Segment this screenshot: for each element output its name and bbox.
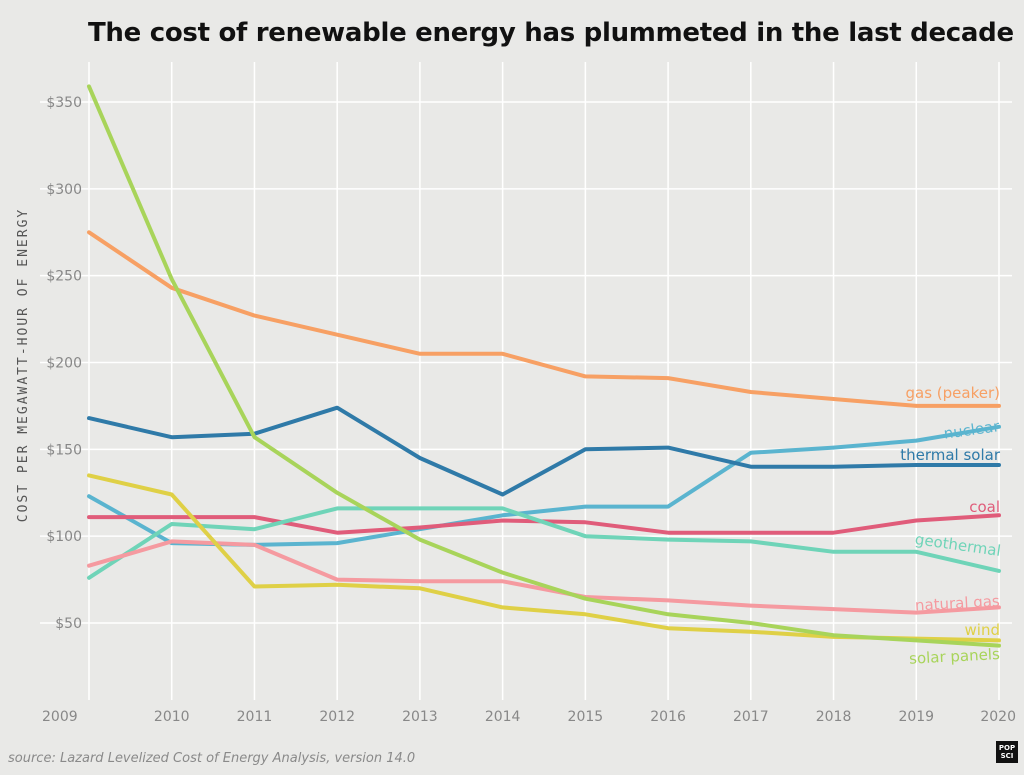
- x-axis-ticks: 2009 2010 2011 2012 2013 2014 2015 2016 2017 2018…: [42, 709, 1016, 725]
- logo-line-1: POP: [998, 744, 1016, 752]
- x-tick-label: 2010: [154, 709, 190, 725]
- x-tick-label: 2012: [319, 709, 355, 725]
- x-tick-label: 2011: [237, 709, 273, 725]
- series-label-thermal-solar: thermal solar: [900, 446, 1001, 464]
- y-tick-label: $50: [55, 616, 82, 632]
- series-line-solar-panels: [87, 84, 1001, 648]
- x-tick-label: 2014: [485, 709, 521, 725]
- series-line-wind: [87, 473, 1001, 643]
- series-lines: [87, 84, 1001, 648]
- y-tick-label: $350: [46, 95, 82, 111]
- y-tick-label: $150: [46, 442, 82, 458]
- series-label-coal: coal: [969, 498, 1000, 516]
- y-tick-label: $100: [46, 529, 82, 545]
- series-line-gas-peaker: [87, 230, 1001, 408]
- x-tick-label: 2019: [898, 709, 934, 725]
- x-tick-label: 2020: [980, 709, 1016, 725]
- x-tick-label: 2016: [650, 709, 686, 725]
- series-line-thermal-solar: [87, 405, 1001, 497]
- x-tick-label: 2017: [733, 709, 769, 725]
- gridlines: [40, 62, 1012, 700]
- x-tick-label: 2015: [568, 709, 604, 725]
- x-tick-label: 2013: [402, 709, 438, 725]
- y-axis-ticks: $50 $100 $150 $200 $250 $300 $350: [46, 95, 82, 632]
- y-tick-label: $250: [46, 269, 82, 285]
- logo-line-2: SCI: [1000, 752, 1014, 760]
- series-label-solar-panels: solar panels: [909, 645, 1001, 668]
- y-tick-label: $200: [46, 356, 82, 372]
- series-label-natural-gas: natural gas: [914, 592, 1000, 614]
- series-label-wind: wind: [965, 621, 1000, 639]
- source-note: source: Lazard Levelized Cost of Energy …: [8, 751, 416, 766]
- x-tick-label: 2009: [42, 709, 78, 725]
- series-label-nuclear: nuclear: [943, 417, 1002, 443]
- x-tick-label: 2018: [816, 709, 852, 725]
- series-label-gas-peaker: gas (peaker): [906, 384, 1001, 402]
- popsci-logo: POP SCI: [996, 741, 1018, 763]
- y-tick-label: $300: [46, 182, 82, 198]
- y-axis-label: COST PER MEGAWATT-HOUR OF ENERGY: [16, 208, 31, 522]
- series-line-geothermal: [87, 506, 1001, 580]
- series-line-natural-gas: [87, 539, 1001, 615]
- chart-title: The cost of renewable energy has plummet…: [88, 18, 1014, 48]
